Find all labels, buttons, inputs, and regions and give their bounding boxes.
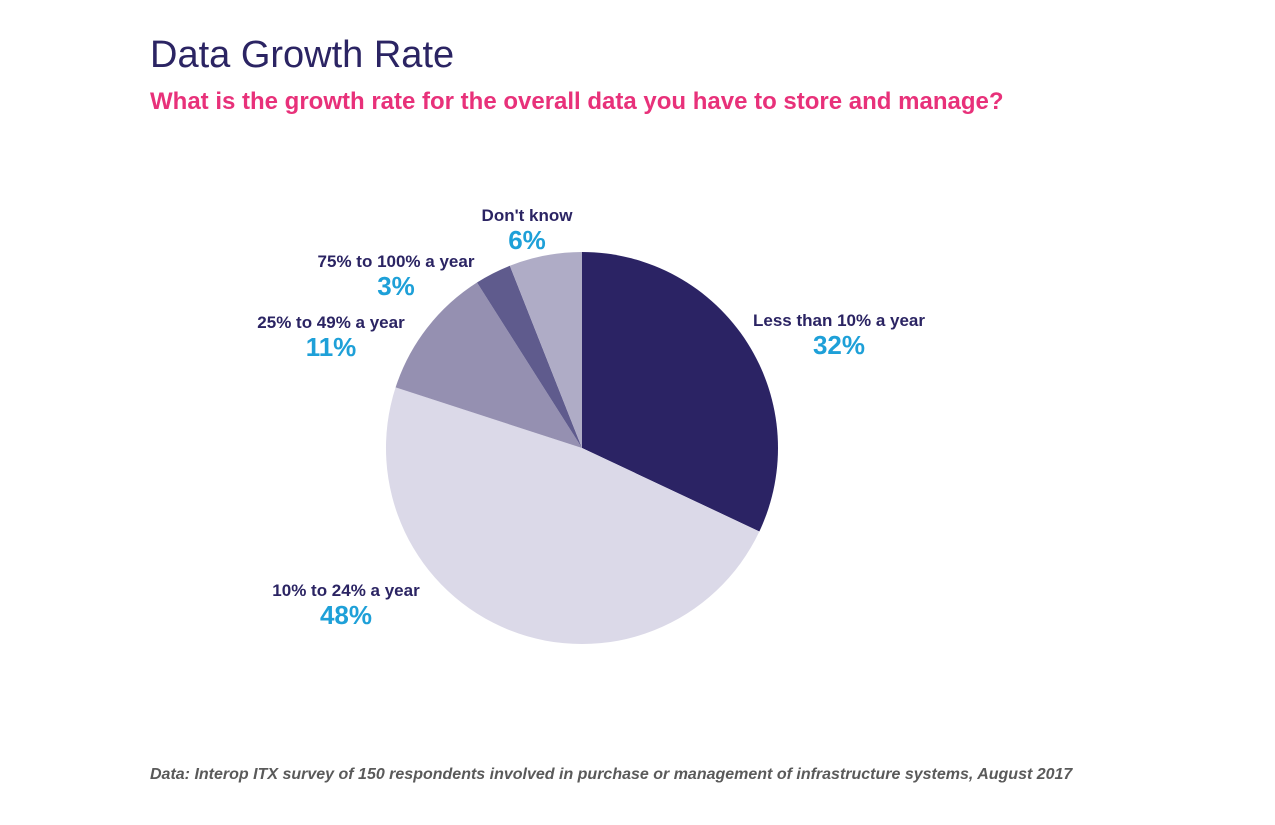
pie-slices (385, 252, 779, 645)
slice-percent: 11% (305, 332, 357, 362)
slice-percent: 3% (377, 271, 415, 301)
pie-slice-0 (582, 252, 779, 532)
source-footnote: Data: Interop ITX survey of 150 responde… (150, 766, 1073, 783)
pie-slice-1 (385, 387, 760, 645)
slice-percent: 32% (812, 330, 866, 360)
slice-name: 10% to 24% a year (272, 581, 420, 600)
slice-percent: 48% (319, 600, 373, 630)
slice-name: Don't know (481, 206, 573, 225)
slice-name: Less than 10% a year (753, 311, 925, 330)
pie-slice-3 (476, 265, 582, 448)
pie-slice-2 (395, 282, 582, 448)
pie-slice-4 (509, 252, 582, 448)
slice-name: 25% to 49% a year (257, 313, 405, 332)
slice-label-75-to-100: 75% to 100% a year 3% (318, 252, 475, 300)
slice-label-dont-know: Don't know 6% (482, 206, 573, 254)
chart-title: Data Growth Rate (150, 34, 455, 76)
slice-label-10-to-24: 10% to 24% a year 48% (272, 581, 419, 629)
slice-label-25-to-49: 25% to 49% a year 11% (257, 313, 404, 361)
slice-name: 75% to 100% a year (317, 252, 475, 271)
chart-subtitle: What is the growth rate for the overall … (150, 88, 1004, 115)
slice-percent: 6% (508, 225, 546, 255)
slice-label-less-than-10: Less than 10% a year 32% (753, 311, 925, 359)
